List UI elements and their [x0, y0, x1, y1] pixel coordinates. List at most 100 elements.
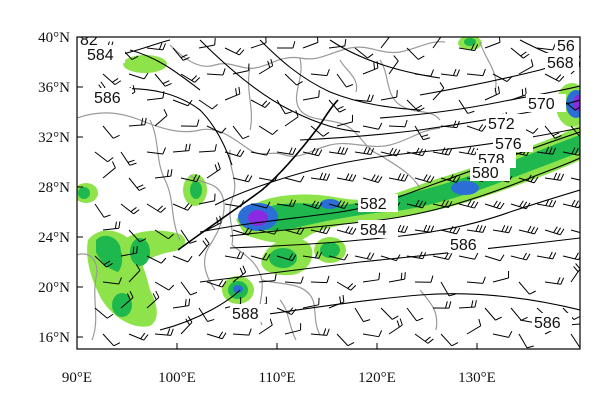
wind-barb	[146, 203, 161, 213]
wind-barb	[432, 151, 449, 156]
wind-barb-feather	[114, 221, 117, 229]
contour-label-584-mid: 584	[358, 220, 398, 239]
wind-barb-feather	[274, 273, 277, 281]
wind-barb	[302, 151, 319, 157]
wind-barb-feather	[534, 227, 539, 235]
wind-barb-feather	[318, 90, 320, 98]
wind-barb-feather	[214, 164, 218, 172]
wind-barb	[380, 307, 393, 320]
wind-barb-feather	[155, 290, 160, 298]
wind-barb-feather	[399, 318, 403, 326]
wind-barb-feather	[136, 246, 138, 254]
wind-barb	[518, 229, 535, 235]
wind-barb-feather	[162, 91, 165, 99]
wind-barb-feather	[292, 41, 296, 49]
wind-barb	[380, 151, 397, 157]
wind-barb-feather	[163, 108, 168, 116]
wind-barb	[284, 229, 301, 235]
wind-barb-feather	[395, 254, 401, 261]
wind-barb	[154, 175, 171, 179]
wind-barb-feather	[552, 252, 557, 260]
wind-barb-feather	[207, 318, 215, 322]
wind-barb-feather	[126, 293, 131, 301]
wind-barb-feather	[417, 55, 425, 60]
wind-barb-feather	[118, 277, 122, 285]
wind-barb	[406, 151, 423, 157]
wind-barb-feather	[478, 225, 483, 233]
wind-barb-feather	[526, 345, 534, 349]
wind-barb-feather	[274, 174, 279, 182]
wind-barb-feather	[113, 342, 121, 347]
wind-barb	[544, 125, 556, 139]
wind-barb	[466, 229, 483, 233]
wind-barb	[562, 151, 579, 156]
wind-barb	[302, 96, 319, 101]
wind-barb-feather	[240, 200, 245, 207]
contour-label-56: 56	[555, 37, 580, 55]
wind-barb-feather	[339, 296, 342, 304]
wind-barb-feather	[370, 147, 375, 155]
wind-barb-feather	[430, 225, 435, 233]
wind-barb-feather	[314, 148, 319, 156]
wind-barb	[354, 255, 371, 260]
wind-barb-feather	[136, 184, 144, 189]
wind-barb	[544, 281, 561, 285]
wind-barb	[128, 270, 141, 283]
wind-barb-feather	[545, 199, 550, 206]
wind-barb-feather	[314, 251, 319, 259]
wind-barb	[302, 203, 319, 210]
wind-barb	[570, 177, 580, 181]
wind-barb-feather	[378, 272, 381, 280]
wind-barb-feather	[377, 176, 383, 183]
wind-barb	[154, 281, 170, 291]
wind-barb-feather	[345, 226, 350, 233]
contour-label-text: 586	[94, 90, 121, 107]
wind-barb	[328, 45, 345, 49]
wind-barb-feather	[266, 148, 271, 156]
wind-barb	[380, 96, 397, 101]
wind-barb	[492, 277, 509, 283]
contour-label-588: 588	[230, 304, 270, 323]
wind-barb-feather	[573, 315, 580, 321]
wind-barb-feather	[548, 251, 553, 259]
wind-barb	[206, 281, 223, 288]
wind-barb-feather	[103, 260, 111, 266]
wind-barb-feather	[337, 146, 342, 154]
rain-cell-n1	[123, 55, 167, 73]
wind-barb	[414, 229, 431, 233]
wind-barb-feather	[448, 253, 453, 260]
wind-barb	[154, 73, 166, 87]
wind-barb-feather	[430, 275, 434, 283]
wind-barb	[94, 307, 108, 319]
wind-barb	[466, 125, 483, 132]
wind-barb-feather	[261, 100, 268, 107]
wind-barb	[354, 151, 371, 156]
wind-barb-feather	[389, 147, 394, 155]
wind-barb	[458, 47, 475, 52]
wind-barb-feather	[317, 202, 323, 209]
wind-barb-feather	[529, 290, 536, 295]
wind-barb	[224, 151, 241, 158]
wind-barb	[198, 150, 216, 153]
contour-label-82: 82	[79, 37, 101, 49]
wind-barb-feather	[397, 224, 402, 232]
wind-barb-feather	[560, 277, 565, 285]
wind-barb-feather	[348, 227, 354, 234]
wind-barb	[440, 333, 453, 347]
wind-barb-feather	[553, 172, 558, 180]
wind-barb	[224, 203, 241, 208]
wind-barb-feather	[218, 279, 224, 287]
wind-barb-feather	[143, 72, 149, 80]
wind-barb-feather	[404, 174, 409, 182]
wind-barb	[102, 73, 116, 85]
wind-barb-feather	[160, 257, 167, 264]
wind-barb-feather	[552, 147, 557, 155]
wind-barb-feather	[573, 266, 579, 273]
wind-barb-feather	[556, 277, 561, 284]
wind-barb-feather	[164, 82, 172, 87]
wind-barb	[510, 203, 527, 210]
wind-barb-feather	[525, 202, 531, 210]
wind-barb-feather	[545, 146, 550, 154]
wind-barb-feather	[248, 328, 252, 336]
wind-barb	[232, 333, 249, 336]
